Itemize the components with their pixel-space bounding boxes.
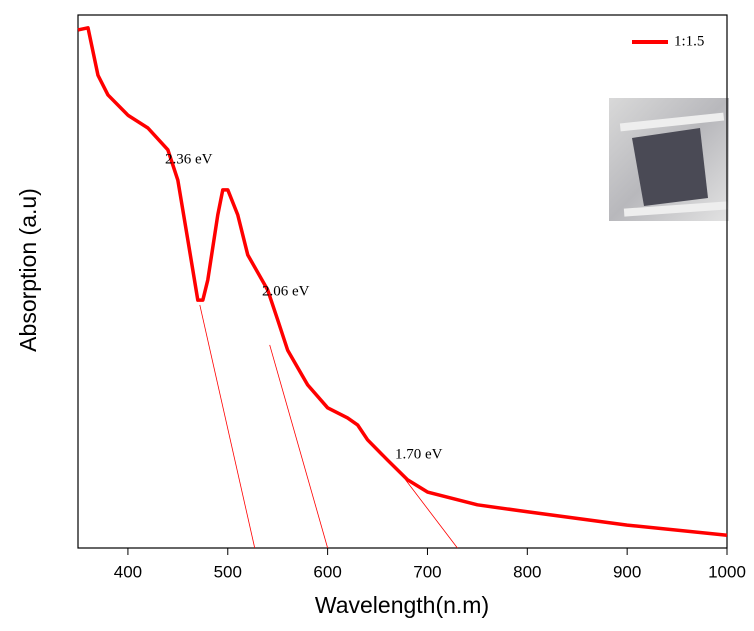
x-tick-label: 1000 — [708, 562, 746, 581]
plot-frame — [77, 14, 728, 549]
inset-photo — [609, 98, 729, 221]
x-tick-label: 700 — [413, 562, 441, 581]
x-tick-label: 500 — [214, 562, 242, 581]
annotation: 2.06 eV — [262, 283, 310, 299]
x-tick-label: 600 — [313, 562, 341, 581]
x-tick-label: 800 — [513, 562, 541, 581]
data-line — [77, 26, 728, 537]
tangent-line — [199, 304, 256, 549]
legend-label: 1:1.5 — [674, 33, 704, 49]
x-axis-title: Wavelength(n.m) — [315, 592, 489, 618]
y-axis-title: Absorption (a.u) — [15, 188, 41, 352]
tangent-line — [269, 344, 329, 549]
annotation: 1.70 eV — [395, 446, 443, 462]
x-tick-label: 400 — [114, 562, 142, 581]
x-tick-label: 900 — [613, 562, 641, 581]
tangent-line — [405, 479, 458, 549]
annotation: 2.36 eV — [165, 151, 213, 167]
